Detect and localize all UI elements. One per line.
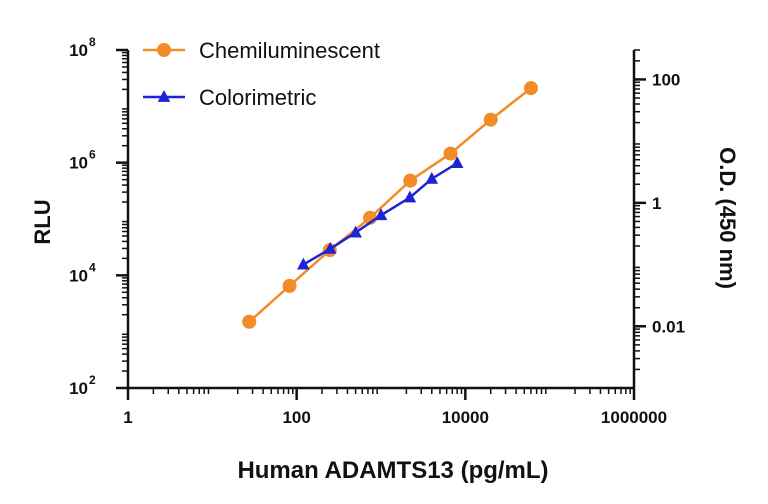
data-point-colorimetric	[450, 156, 464, 169]
data-point-colorimetric	[425, 171, 439, 184]
series-layer	[242, 81, 538, 329]
data-point-colorimetric	[349, 225, 362, 238]
data-point-chemiluminescent	[443, 146, 458, 161]
y-left-tick-label-exponent: 4	[89, 260, 96, 274]
y-left-tick-label-base: 10	[69, 154, 88, 173]
legend-swatch-marker	[157, 43, 171, 57]
legend-label: Chemiluminescent	[199, 38, 380, 63]
data-point-chemiluminescent	[282, 278, 297, 293]
x-tick-label: 1	[123, 408, 132, 427]
data-point-colorimetric	[297, 257, 310, 270]
y-right-tick-label: 1	[652, 194, 661, 213]
legend: Chemiluminescent Colorimetric	[143, 38, 380, 110]
y-axis-right-title: O.D. (450 nm)	[715, 147, 740, 289]
x-tick-label: 100	[282, 408, 310, 427]
y-left-tick-label-exponent: 2	[89, 373, 96, 387]
data-point-chemiluminescent	[242, 314, 257, 329]
y-left-tick-label-base: 10	[69, 266, 88, 285]
y-left-tick-label-exponent: 6	[89, 148, 96, 162]
y-axis-left-title: RLU	[30, 199, 55, 244]
data-point-colorimetric	[323, 241, 337, 254]
x-axis-title: Human ADAMTS13 (pg/mL)	[237, 457, 548, 484]
y-left-tick-label-base: 10	[69, 379, 88, 398]
data-point-chemiluminescent	[483, 112, 498, 127]
x-tick-label: 10000	[442, 408, 489, 427]
y-right-tick-label: 100	[652, 70, 680, 89]
legend-swatch-marker	[157, 90, 171, 102]
x-tick-label: 1000000	[601, 408, 667, 427]
y-left-tick-label-exponent: 8	[89, 35, 96, 49]
legend-label: Colorimetric	[199, 85, 316, 110]
data-point-chemiluminescent	[523, 81, 538, 96]
data-point-colorimetric	[403, 190, 417, 203]
data-point-chemiluminescent	[403, 173, 418, 188]
series-line-chemiluminescent	[248, 87, 532, 323]
data-point-colorimetric	[374, 208, 388, 221]
y-right-tick-label: 0.01	[652, 317, 685, 336]
y-left-tick-label-base: 10	[69, 41, 88, 60]
